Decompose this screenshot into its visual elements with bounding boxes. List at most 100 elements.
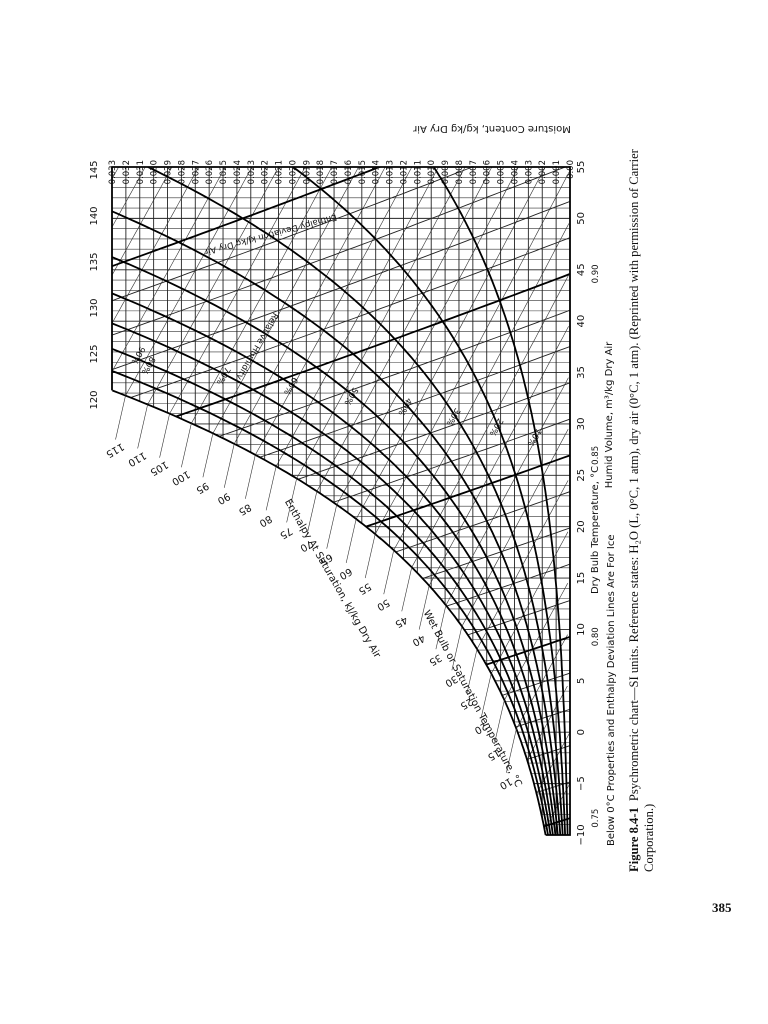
enthalpy-tick-label: 75 xyxy=(278,525,295,541)
moisture-tick-label: 0.029 xyxy=(164,160,174,184)
enthalpy-tick-line xyxy=(159,413,170,458)
caption-label: Figure 8.4-1 xyxy=(627,807,641,872)
enthalpy-tick-line xyxy=(306,491,318,536)
enthalpy-line xyxy=(112,167,226,419)
moisture-tick-label: 0.013 xyxy=(386,160,396,184)
enthalpy-top-tick-label: 145 xyxy=(89,160,100,179)
moisture-tick-label: 0.009 xyxy=(441,160,451,184)
humid-volume-tick-label: 0.85 xyxy=(591,446,601,465)
enthalpy-tick-line xyxy=(383,550,395,595)
dry-bulb-tick-label: 0 xyxy=(576,729,587,735)
moisture-tick-label: 0.003 xyxy=(524,160,534,184)
enthalpy-top-tick-label: 140 xyxy=(89,206,100,225)
dry-bulb-tick-label: 15 xyxy=(576,572,587,585)
enthalpy-tick-line xyxy=(418,585,430,630)
moisture-tick-label: 0.018 xyxy=(316,160,326,184)
enthalpy-tick-label: 110 xyxy=(126,449,148,468)
enthalpy-line xyxy=(112,167,466,835)
dry-bulb-tick-label: 55 xyxy=(576,161,587,174)
moisture-tick-label: 0.012 xyxy=(399,160,409,184)
moisture-tick-label: 0.005 xyxy=(497,160,507,184)
humid-volume-line xyxy=(112,167,570,300)
humid-volume-line xyxy=(112,745,570,835)
humid-volume-title: Humid Volume, m³/kg Dry Air xyxy=(604,341,615,488)
relative-humidity-curve xyxy=(112,167,559,835)
enthalpy-tick-label: 50 xyxy=(375,596,392,612)
relative-humidity-curve xyxy=(112,167,557,835)
enthalpy-tick-label: 90 xyxy=(215,490,232,506)
moisture-tick-label: 0.007 xyxy=(469,160,479,184)
enthalpy-top-tick-label: 125 xyxy=(89,344,100,363)
moisture-tick-label: 0.023 xyxy=(247,160,257,184)
enthalpy-tick-label: 35 xyxy=(427,651,444,667)
moisture-tick-label: 0.031 xyxy=(136,160,146,184)
humid-volume-tick-label: 0.80 xyxy=(591,627,601,646)
relative-humidity-curve xyxy=(432,167,569,835)
humid-volume-line xyxy=(112,237,570,436)
moisture-tick-label: 0.011 xyxy=(413,160,423,184)
enthalpy-tick-line xyxy=(202,433,214,478)
relative-humidity-curve xyxy=(292,167,566,835)
relative-humidity-curve xyxy=(112,167,554,835)
moisture-tick-label: 0.00 xyxy=(566,160,576,179)
humid-volume-tick-label: 0.90 xyxy=(591,264,601,283)
enthalpy-line xyxy=(112,167,146,276)
dry-bulb-tick-label: 25 xyxy=(576,469,587,482)
moisture-tick-label: 0.025 xyxy=(219,160,229,184)
enthalpy-tick-label: 60 xyxy=(337,565,354,581)
moisture-tick-label: 0.008 xyxy=(455,160,465,184)
enthalpy-tick-line xyxy=(245,454,256,499)
saturation-curve xyxy=(112,389,547,836)
enthalpy-tick-line xyxy=(345,518,357,564)
relative-humidity-curve xyxy=(112,167,552,835)
enthalpy-tick-line xyxy=(466,648,478,694)
moisture-tick-label: 0.027 xyxy=(191,160,201,184)
humid-volume-line xyxy=(112,817,570,835)
moisture-tick-label: 0.017 xyxy=(330,160,340,184)
moisture-tick-label: 0.004 xyxy=(510,160,520,184)
dry-bulb-tick-label: 45 xyxy=(576,263,587,276)
enthalpy-tick-label: 45 xyxy=(393,614,410,630)
dry-bulb-tick-label: 50 xyxy=(576,212,587,225)
moisture-tick-label: 0.014 xyxy=(372,160,382,184)
moisture-tick-label: 0.001 xyxy=(552,160,562,184)
moisture-tick-label: 0.010 xyxy=(427,160,437,184)
relative-humidity-curve xyxy=(112,167,562,835)
page-number: 385 xyxy=(712,900,732,915)
enthalpy-top-tick-label: 135 xyxy=(89,252,100,271)
humid-volume-line xyxy=(112,167,570,368)
caption-line: Corporation.) xyxy=(642,804,656,872)
enthalpy-tick-line xyxy=(506,728,517,773)
moisture-tick-label: 0.016 xyxy=(344,160,354,184)
moisture-tick-label: 0.006 xyxy=(483,160,493,184)
enthalpy-tick-label: 95 xyxy=(194,480,211,496)
enthalpy-tick-label: 55 xyxy=(356,580,373,596)
humid-volume-line xyxy=(112,672,570,835)
humid-volume-tick-label: 0.75 xyxy=(591,809,601,828)
moisture-tick-label: 0.002 xyxy=(538,160,548,184)
enthalpy-tick-label: 100 xyxy=(170,468,192,487)
caption-line: Figure 8.4-1 Psychrometric chart—SI units… xyxy=(627,148,641,872)
moisture-tick-label: 0.032 xyxy=(122,160,132,184)
enthalpy-tick-line xyxy=(480,673,492,718)
enthalpy-tick-line xyxy=(137,404,148,449)
moisture-tick-label: 0.015 xyxy=(358,160,368,184)
ice-note: Below 0°C Properties and Enthalpy Deviat… xyxy=(606,535,617,846)
dry-bulb-tick-label: −5 xyxy=(576,776,587,791)
moisture-title: Moisture Content, kg/kg Dry Air xyxy=(412,123,571,134)
enthalpy-tick-line xyxy=(115,395,126,440)
relative-humidity-curve xyxy=(147,167,564,835)
enthalpy-tick-line xyxy=(181,423,192,468)
enthalpy-top-tick-label: 130 xyxy=(89,298,100,317)
moisture-tick-label: 0.030 xyxy=(150,160,160,184)
humid-volume-line xyxy=(112,200,570,402)
enthalpy-tick-label: 105 xyxy=(148,458,170,477)
humid-volume-line xyxy=(112,781,570,835)
enthalpy-tick-label: 80 xyxy=(257,513,274,529)
enthalpy-line xyxy=(112,167,173,322)
enthalpy-line xyxy=(122,167,493,835)
enthalpy-tick-line xyxy=(223,443,235,488)
moisture-tick-label: 0.028 xyxy=(177,160,187,184)
